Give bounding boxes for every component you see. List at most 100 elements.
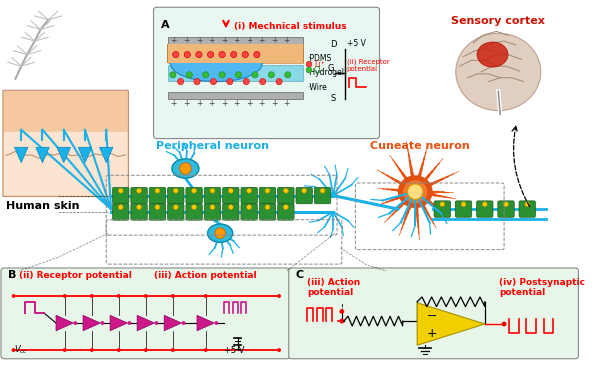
Text: D: D bbox=[330, 40, 337, 49]
Circle shape bbox=[260, 79, 266, 85]
Circle shape bbox=[173, 188, 178, 193]
FancyBboxPatch shape bbox=[434, 201, 451, 217]
Text: +: + bbox=[183, 36, 190, 45]
Circle shape bbox=[100, 321, 104, 325]
Circle shape bbox=[73, 321, 77, 325]
Circle shape bbox=[283, 188, 288, 193]
Circle shape bbox=[230, 52, 237, 58]
Text: +: + bbox=[233, 36, 240, 45]
Text: +5 V: +5 V bbox=[224, 346, 245, 355]
FancyBboxPatch shape bbox=[131, 204, 147, 220]
Circle shape bbox=[155, 205, 160, 210]
Circle shape bbox=[137, 205, 142, 210]
Text: +: + bbox=[208, 36, 215, 45]
Bar bbox=[168, 44, 303, 63]
Text: Peripheral neuron: Peripheral neuron bbox=[157, 141, 269, 151]
Text: (i) Mechnical stimulus: (i) Mechnical stimulus bbox=[233, 22, 346, 31]
FancyBboxPatch shape bbox=[498, 201, 514, 217]
Polygon shape bbox=[100, 147, 113, 163]
Circle shape bbox=[11, 348, 16, 352]
Text: +: + bbox=[246, 99, 253, 108]
Text: B: B bbox=[8, 270, 16, 280]
Circle shape bbox=[173, 205, 178, 210]
Circle shape bbox=[211, 79, 217, 85]
Text: +: + bbox=[284, 36, 290, 45]
Circle shape bbox=[170, 72, 176, 78]
Text: +: + bbox=[233, 99, 240, 108]
Text: +: + bbox=[427, 327, 437, 340]
Text: +: + bbox=[221, 36, 227, 45]
Circle shape bbox=[461, 202, 466, 207]
FancyBboxPatch shape bbox=[113, 187, 129, 204]
Circle shape bbox=[219, 72, 225, 78]
FancyBboxPatch shape bbox=[4, 132, 127, 195]
FancyBboxPatch shape bbox=[259, 204, 276, 220]
Text: Human skin: Human skin bbox=[6, 201, 79, 211]
FancyBboxPatch shape bbox=[3, 90, 128, 197]
Circle shape bbox=[482, 202, 487, 207]
Circle shape bbox=[265, 188, 270, 193]
Circle shape bbox=[194, 79, 200, 85]
FancyBboxPatch shape bbox=[149, 187, 166, 204]
Circle shape bbox=[229, 205, 233, 210]
Polygon shape bbox=[83, 315, 100, 331]
Circle shape bbox=[155, 321, 158, 325]
Text: Sensory cortex: Sensory cortex bbox=[451, 16, 545, 26]
Circle shape bbox=[184, 52, 190, 58]
Text: +: + bbox=[284, 99, 290, 108]
Circle shape bbox=[118, 205, 123, 210]
FancyBboxPatch shape bbox=[314, 187, 331, 204]
Circle shape bbox=[247, 188, 251, 193]
Circle shape bbox=[117, 348, 121, 352]
Circle shape bbox=[320, 188, 325, 193]
Circle shape bbox=[191, 205, 197, 210]
Circle shape bbox=[235, 72, 242, 78]
Circle shape bbox=[252, 72, 258, 78]
Circle shape bbox=[178, 79, 184, 85]
FancyBboxPatch shape bbox=[241, 187, 257, 204]
Circle shape bbox=[340, 309, 344, 314]
Text: +: + bbox=[208, 99, 215, 108]
Text: ·Wire: ·Wire bbox=[307, 83, 327, 92]
Circle shape bbox=[219, 52, 225, 58]
Circle shape bbox=[407, 184, 423, 199]
Circle shape bbox=[276, 79, 282, 85]
Circle shape bbox=[127, 321, 131, 325]
Text: A: A bbox=[161, 20, 170, 30]
Text: +: + bbox=[170, 99, 177, 108]
Text: +: + bbox=[183, 99, 190, 108]
Circle shape bbox=[503, 202, 508, 207]
Text: +: + bbox=[271, 36, 277, 45]
FancyBboxPatch shape bbox=[154, 7, 380, 139]
FancyBboxPatch shape bbox=[223, 187, 239, 204]
Text: Cuneate neuron: Cuneate neuron bbox=[370, 141, 470, 151]
FancyBboxPatch shape bbox=[259, 187, 276, 204]
Circle shape bbox=[229, 188, 233, 193]
Circle shape bbox=[204, 348, 208, 352]
Text: (ii) Receptor potential: (ii) Receptor potential bbox=[19, 270, 132, 280]
Ellipse shape bbox=[208, 224, 233, 242]
Text: +: + bbox=[196, 99, 202, 108]
Text: (iii) Action
potential: (iii) Action potential bbox=[307, 278, 361, 297]
Text: −: − bbox=[427, 310, 437, 323]
Circle shape bbox=[186, 72, 193, 78]
Bar bbox=[303, 44, 304, 63]
Circle shape bbox=[284, 72, 291, 78]
Text: ·Hydrogel: ·Hydrogel bbox=[307, 68, 344, 78]
Polygon shape bbox=[57, 147, 70, 163]
Bar bbox=[168, 46, 303, 63]
Text: S: S bbox=[331, 94, 336, 103]
Polygon shape bbox=[36, 147, 49, 163]
Circle shape bbox=[203, 72, 209, 78]
Circle shape bbox=[204, 294, 208, 298]
Circle shape bbox=[214, 321, 218, 325]
Circle shape bbox=[525, 202, 530, 207]
Text: (ii) Receptor
potential: (ii) Receptor potential bbox=[347, 59, 389, 72]
Bar bbox=[167, 44, 168, 63]
FancyBboxPatch shape bbox=[278, 204, 294, 220]
Text: +: + bbox=[271, 99, 277, 108]
Circle shape bbox=[254, 52, 260, 58]
Polygon shape bbox=[197, 315, 214, 331]
FancyBboxPatch shape bbox=[241, 204, 257, 220]
Circle shape bbox=[340, 319, 344, 324]
